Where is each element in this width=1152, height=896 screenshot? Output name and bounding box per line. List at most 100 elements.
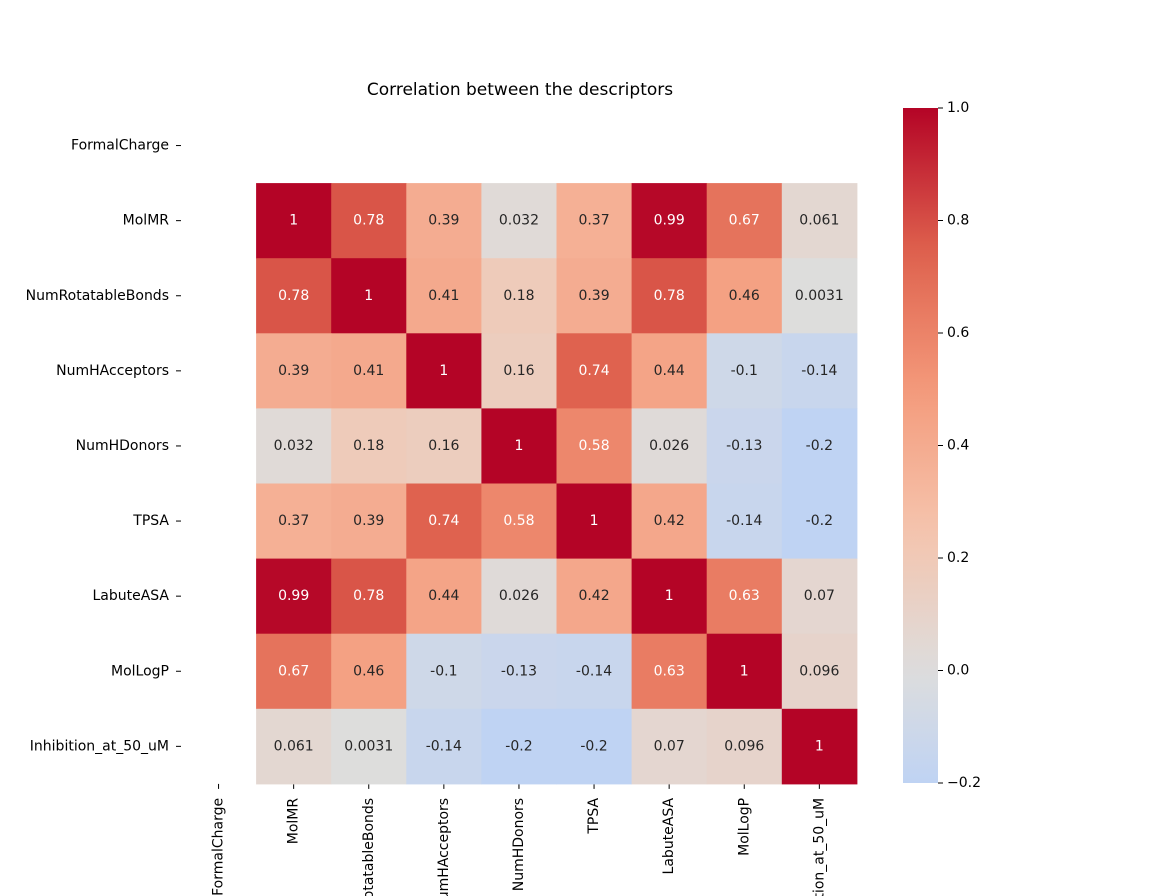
heatmap-cell [331, 408, 407, 484]
cell-label: 0.41 [353, 363, 384, 379]
heatmap-cell [631, 633, 708, 710]
heatmap-cell [256, 258, 332, 334]
heatmap-cell [481, 483, 557, 560]
heatmap-cell [406, 183, 482, 259]
heatmap-cell [331, 483, 407, 560]
heatmap-cell [781, 708, 858, 785]
cell-label: 0.07 [804, 588, 835, 604]
cell-label: 1 [815, 738, 824, 754]
heatmap-cell [706, 558, 783, 635]
cell-label: 1 [665, 588, 674, 604]
heatmap-cell [706, 633, 783, 710]
heatmap-cell [331, 708, 407, 785]
heatmap-cell [481, 333, 557, 409]
colorbar-tick-label: 0.0 [947, 663, 969, 679]
heatmap-cell [406, 633, 482, 710]
cell-label: 0.39 [578, 288, 609, 304]
cell-label: 0.39 [353, 513, 384, 529]
cell-label: -0.2 [806, 513, 833, 529]
heatmap-cell [631, 483, 708, 560]
x-tick-label: NumHAcceptors [436, 798, 452, 896]
cell-label: 0.99 [654, 213, 685, 229]
heatmap-cell [481, 183, 557, 259]
heatmap-cell [706, 333, 783, 409]
cell-label: 0.0031 [795, 288, 844, 304]
x-tick-label: Inhibition_at_50_uM [811, 798, 827, 896]
cell-label: 0.0031 [344, 738, 393, 754]
heatmap-cell [556, 183, 633, 259]
heatmap-cell [256, 483, 332, 560]
heatmap-cell [331, 183, 407, 259]
cell-label: -0.2 [505, 738, 532, 754]
heatmap-cell [631, 258, 708, 334]
cell-label: 0.16 [503, 363, 534, 379]
cell-label: 1 [439, 363, 448, 379]
y-tick-label: TPSA [132, 513, 169, 529]
cell-label: -0.14 [426, 738, 462, 754]
heatmap-cell [331, 633, 407, 710]
heatmap-cell [406, 558, 482, 635]
heatmap-cell [556, 483, 633, 560]
heatmap-cell [256, 408, 332, 484]
cell-label: 0.42 [578, 588, 609, 604]
heatmap-cell [556, 408, 633, 484]
cell-label: 0.42 [654, 513, 685, 529]
cell-label: 0.63 [729, 588, 760, 604]
colorbar-tick-label: 0.6 [947, 325, 969, 341]
heatmap-cell [781, 408, 858, 484]
cell-label: -0.13 [726, 438, 762, 454]
cell-label: 0.46 [729, 288, 760, 304]
cell-label: 0.18 [503, 288, 534, 304]
heatmap-cell [406, 333, 482, 409]
x-tick-label: FormalCharge [211, 798, 227, 896]
heatmap-cell [406, 408, 482, 484]
heatmap-cell [481, 633, 557, 710]
cell-label: 0.99 [278, 588, 309, 604]
cell-label: 0.16 [428, 438, 459, 454]
heatmap-cell [256, 183, 332, 259]
heatmap-cell [556, 333, 633, 409]
heatmap-cell [556, 708, 633, 785]
heatmap-cell [631, 183, 708, 259]
heatmap-cell [406, 483, 482, 560]
cell-label: 0.44 [654, 363, 685, 379]
cell-label: 0.58 [503, 513, 534, 529]
cell-label: 0.032 [274, 438, 314, 454]
heatmap-cell [631, 333, 708, 409]
cell-label: 0.78 [278, 288, 309, 304]
cell-label: -0.14 [726, 513, 762, 529]
heatmap-cell [331, 258, 407, 334]
cell-label: -0.14 [576, 663, 612, 679]
y-tick-label: NumHAcceptors [56, 363, 169, 379]
cell-label: 0.061 [274, 738, 314, 754]
cell-label: -0.13 [501, 663, 537, 679]
chart-title: Correlation between the descriptors [367, 80, 673, 100]
cell-label: 0.07 [654, 738, 685, 754]
cell-label: 0.67 [729, 213, 760, 229]
heatmap-cell [631, 558, 708, 635]
colorbar-tick-label: 0.4 [947, 438, 969, 454]
heatmap-cell [481, 558, 557, 635]
cell-label: 0.37 [578, 213, 609, 229]
y-tick-label: Inhibition_at_50_uM [30, 738, 169, 754]
cell-label: 0.74 [578, 363, 609, 379]
colorbar [903, 108, 938, 783]
cell-label: 0.74 [428, 513, 459, 529]
cell-label: 0.63 [654, 663, 685, 679]
heatmap-cell [706, 708, 783, 785]
cell-label: -0.2 [580, 738, 607, 754]
cell-label: 0.67 [278, 663, 309, 679]
y-tick-label: FormalCharge [71, 138, 169, 154]
x-tick-label: MolMR [286, 798, 302, 845]
colorbar-tick-label: 1.0 [947, 100, 969, 116]
y-tick-label: NumHDonors [76, 438, 169, 454]
cell-label: 0.37 [278, 513, 309, 529]
heatmap-cell [706, 183, 783, 259]
heatmap-cell [406, 708, 482, 785]
heatmap-cell [481, 258, 557, 334]
colorbar-tick-label: −0.2 [947, 775, 981, 791]
heatmap-cell [631, 708, 708, 785]
cell-label: 1 [364, 288, 373, 304]
cell-label: 0.46 [353, 663, 384, 679]
